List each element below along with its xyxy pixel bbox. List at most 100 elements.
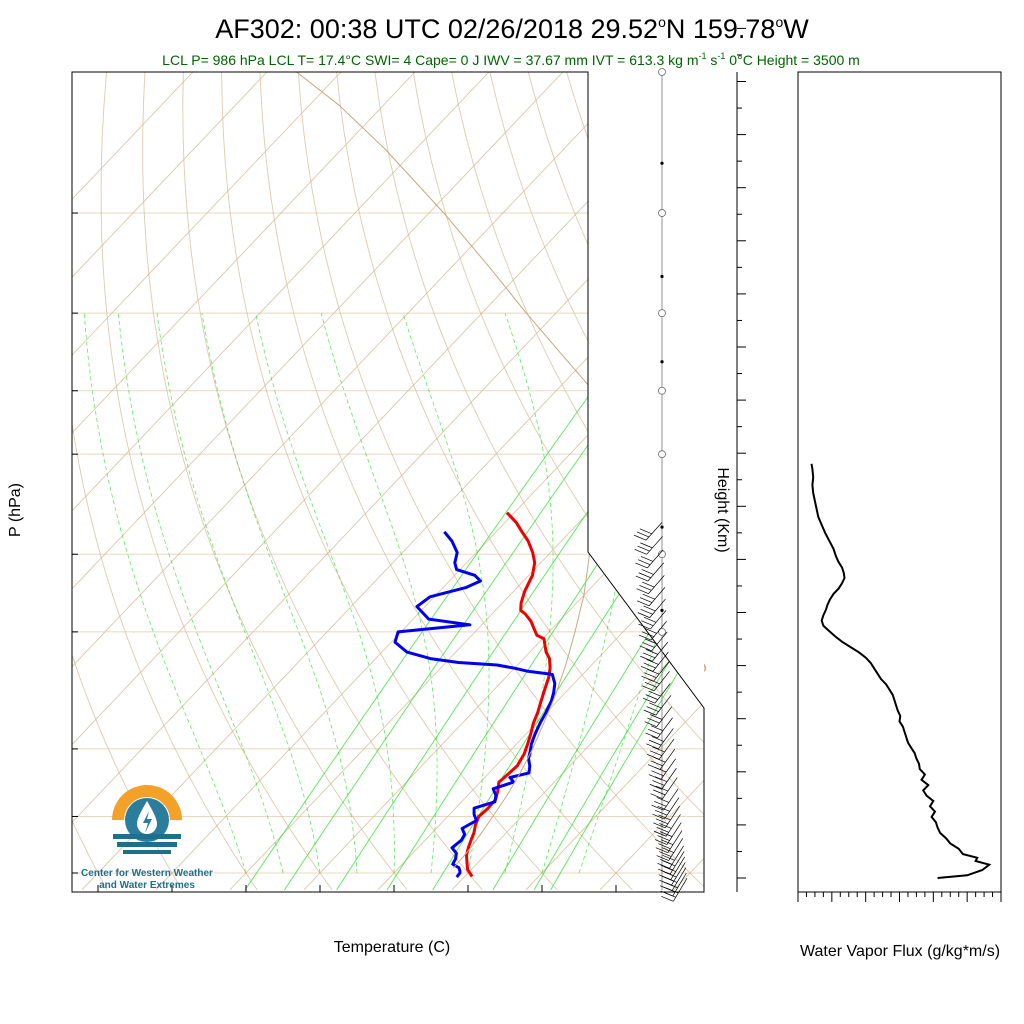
wind-level-dot <box>660 274 664 279</box>
chart-title: AF302: 00:38 UTC 02/26/2018 29.52oN 159.… <box>215 14 809 44</box>
wind-barb-flag <box>661 847 674 853</box>
wind-barb-flag <box>652 746 665 753</box>
calm-wind-circle <box>658 309 666 318</box>
cw3e-logo: Center for Western Weather and Water Ext… <box>81 785 213 891</box>
dry-adiabat-line <box>221 72 558 891</box>
wind-barb <box>646 728 674 750</box>
wind-level-dot <box>660 360 664 364</box>
calm-wind-circle <box>658 627 666 636</box>
dry-adiabat-line <box>72 653 183 891</box>
wind-barb-flag <box>661 896 674 902</box>
dry-adiabat-line <box>297 72 704 888</box>
wind-barb-flag <box>647 754 660 760</box>
wind-barb <box>649 768 677 790</box>
dry-adiabat-line <box>100 72 333 891</box>
wind-barb-flag <box>641 620 654 627</box>
wind-barb-flag <box>648 728 661 735</box>
mixing-ratio-line <box>533 603 704 891</box>
wind-barb-flag <box>662 854 675 861</box>
wind-barb-flag <box>649 714 663 720</box>
wind-barb-flag <box>660 890 673 897</box>
water-vapor-flux-profile <box>810 463 992 879</box>
dry-adiabat-line <box>259 72 633 891</box>
wind-barb <box>640 641 669 662</box>
water-vapor-flux-panel <box>736 27 1002 902</box>
skewt-sounding-lines <box>296 72 594 879</box>
wind-barb-flag <box>647 764 661 770</box>
wind-barb-flag <box>634 548 647 555</box>
flux-frame <box>797 71 1002 893</box>
wind-barb-shaft <box>666 822 682 845</box>
dry-adiabat-line <box>142 72 408 891</box>
isotherm-line <box>155 312 704 891</box>
logo-line-1: Center for Western Weather <box>81 868 213 879</box>
wind-barb-flag <box>633 534 647 541</box>
wind-barb <box>657 845 684 869</box>
wind-barb <box>635 562 664 582</box>
wind-barb-flag <box>635 562 648 569</box>
wind-barb <box>651 788 679 811</box>
isotherm-line <box>72 72 342 356</box>
wind-barb-flag <box>642 685 655 692</box>
wind-barb-flag <box>642 593 655 600</box>
dry-adiabat-line <box>72 819 108 891</box>
wind-barb-flag <box>654 839 668 845</box>
wind-barb <box>660 872 687 897</box>
isotherm-line <box>377 546 704 891</box>
wind-barb-flag <box>658 868 671 875</box>
wind-barb-flag <box>655 847 668 853</box>
wind-barb-flag <box>645 694 658 700</box>
wind-barb-shaft <box>670 856 685 880</box>
moist-adiabat-line <box>201 313 358 874</box>
wind-barb-flag <box>643 662 656 669</box>
wind-barb-shaft <box>656 706 673 727</box>
wind-barb-flag <box>644 628 657 634</box>
isotherm-line <box>72 72 638 668</box>
wind-barb-flag <box>656 827 669 833</box>
wind-barb-flag <box>637 545 650 552</box>
wind-barb-flag <box>660 839 674 846</box>
wind-barb-flag <box>651 770 664 777</box>
wind-barb-flag <box>638 572 651 579</box>
moist-adiabat-line <box>83 313 247 874</box>
isotherm-line <box>72 78 704 746</box>
wind-barb-shaft <box>664 797 680 820</box>
wind-barb-flag <box>637 600 650 607</box>
temperature-profile <box>465 511 552 878</box>
wind-barb-shaft <box>652 651 669 672</box>
wind-barb-flag <box>640 666 654 672</box>
dry-adiabat-line <box>412 72 704 672</box>
wind-barb-flag <box>639 585 652 591</box>
wind-barb-flag <box>640 655 653 662</box>
wind-barb <box>639 631 668 652</box>
mixing-ratio-line <box>492 544 704 891</box>
wind-barb <box>643 695 672 716</box>
isotherm-line <box>451 623 704 891</box>
wind-barb-flag <box>643 616 657 623</box>
wind-barb-flag <box>642 652 656 659</box>
isotherm-line <box>72 72 268 278</box>
isotherm-line <box>72 72 416 434</box>
wind-barb-flag <box>644 681 658 688</box>
wind-barb-flag <box>646 743 659 750</box>
wind-barb <box>644 706 673 728</box>
x-axis-label: Temperature (C) <box>334 939 450 956</box>
wind-barb-flag <box>648 690 661 697</box>
flux-axis-label: Water Vapor Flux (g/kg*m/s) <box>800 943 1000 960</box>
wind-barb <box>654 822 682 845</box>
wind-barb-flag <box>658 814 671 821</box>
wind-barb <box>642 683 671 704</box>
wind-barb-flag <box>638 634 652 641</box>
wind-barb-flag <box>653 830 667 837</box>
wind-barb-flag <box>656 855 669 861</box>
dewpoint-profile <box>393 530 557 879</box>
isotherm-line <box>525 701 704 891</box>
wind-barb-flag <box>644 672 657 679</box>
mixing-ratio-line <box>550 628 704 891</box>
wind-barb <box>647 738 675 760</box>
wind-barb <box>638 610 667 630</box>
wind-barb-flag <box>659 885 673 892</box>
wind-barb-flag <box>639 597 653 603</box>
wind-barb-flag <box>658 843 671 849</box>
